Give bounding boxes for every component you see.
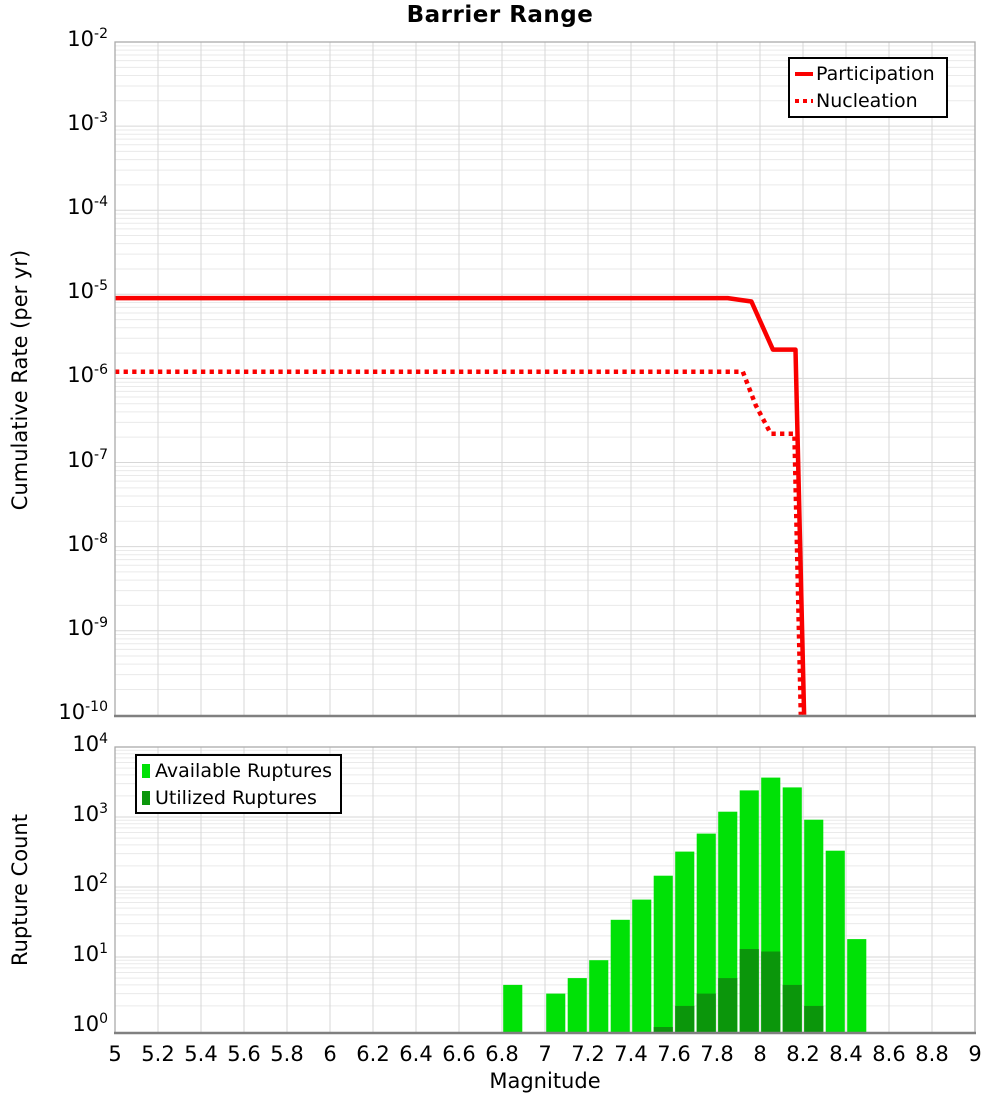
legend-item-participation: Participation [790,61,946,88]
y-tick-label-rate--8: 10-8 [67,531,108,556]
bar [782,984,802,1033]
bar [546,993,566,1033]
x-tick-label-8.4: 8.4 [829,1042,863,1066]
nucleation-curve [115,369,804,715]
x-axis-label: Magnitude [489,1069,601,1093]
x-tick-label-6.8: 6.8 [485,1042,519,1066]
x-tick-label-8: 8 [753,1042,767,1066]
utilized-ruptures-swatch [142,790,150,805]
bar [589,960,609,1033]
y-tick-label-rate--2: 10-2 [67,26,108,51]
bar [804,1005,824,1033]
x-tick-label-6.2: 6.2 [356,1042,390,1066]
available-ruptures-swatch [142,763,150,778]
y-tick-label-rate--6: 10-6 [67,362,108,387]
bar [718,978,738,1033]
x-tick-label-5.6: 5.6 [227,1042,261,1066]
nucleation-line-swatch [795,98,813,104]
legend-label-nucleation: Nucleation [816,90,918,112]
chart-title: Barrier Range [406,2,594,28]
x-tick-label-8.6: 8.6 [872,1042,906,1066]
participation-line-swatch [795,71,813,77]
y-tick-label-rate--5: 10-5 [67,278,108,303]
x-tick-label-7.4: 7.4 [614,1042,648,1066]
legend-label-available: Available Ruptures [155,759,332,782]
x-tick-label-6.6: 6.6 [442,1042,476,1066]
bar [675,1005,695,1033]
x-tick-label-9: 9 [968,1042,982,1066]
bar [653,1027,673,1033]
bar [632,899,652,1033]
y-tick-label-count-0: 100 [72,1011,108,1036]
bar [653,875,673,1033]
y-tick-label-count-4: 104 [72,731,108,756]
x-tick-label-5.4: 5.4 [184,1042,218,1066]
bar [696,993,716,1033]
bar [567,978,587,1033]
legend-label-utilized: Utilized Ruptures [155,786,317,809]
y-tick-label-count-2: 102 [72,871,108,896]
y-tick-label-rate--10: 10-10 [58,699,108,724]
bar [696,833,716,1033]
y-tick-label-rate--4: 10-4 [67,194,108,219]
legend-item-nucleation: Nucleation [790,88,946,115]
bar [782,787,802,1033]
y-tick-label-rate--7: 10-7 [67,447,108,472]
x-tick-label-8.2: 8.2 [786,1042,820,1066]
y-tick-label-count-3: 103 [72,801,108,826]
y-tick-label-rate--9: 10-9 [67,615,108,640]
y-tick-label-rate--3: 10-3 [67,110,108,135]
x-tick-label-7: 7 [538,1042,552,1066]
x-tick-label-5: 5 [108,1042,122,1066]
x-tick-label-8.8: 8.8 [915,1042,949,1066]
bar [804,819,824,1033]
x-tick-label-6: 6 [323,1042,337,1066]
bar [847,939,867,1033]
bar [761,951,781,1033]
x-tick-label-7.8: 7.8 [700,1042,734,1066]
participation-curve [115,295,807,715]
bar [739,949,759,1033]
bar [503,984,523,1033]
gridlines [115,42,975,716]
x-tick-label-5.2: 5.2 [141,1042,175,1066]
bar [610,919,630,1033]
x-tick-label-5.8: 5.8 [270,1042,304,1066]
y-tick-label-count-1: 101 [72,941,108,966]
x-tick-label-6.4: 6.4 [399,1042,433,1066]
bar [675,851,695,1033]
legend-item-available: Available Ruptures [137,757,340,784]
rate-curves [115,295,807,715]
x-tick-label-7.6: 7.6 [657,1042,691,1066]
bar [718,811,738,1033]
rate-legend: Participation Nucleation [788,57,948,118]
x-tick-label-7.2: 7.2 [571,1042,605,1066]
legend-label-participation: Participation [816,63,935,85]
rupture-bars [503,777,867,1033]
bar [825,850,845,1033]
legend-item-utilized: Utilized Ruptures [137,784,340,811]
rupture-legend: Available Ruptures Utilized Ruptures [135,754,342,814]
